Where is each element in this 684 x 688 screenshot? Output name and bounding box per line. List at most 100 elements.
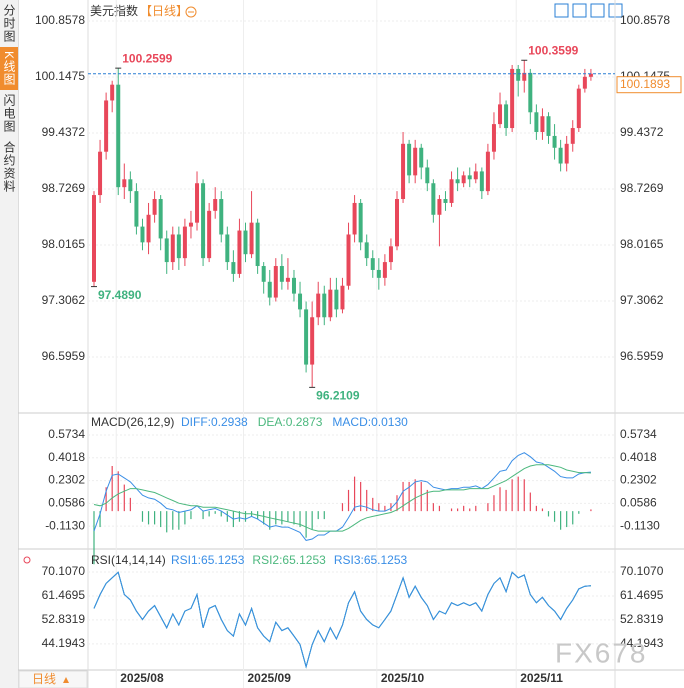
candle-body [522, 72, 527, 81]
candle-body [267, 281, 272, 298]
y-tick-label: 96.5959 [42, 349, 86, 363]
y-tick-label: 61.4695 [620, 588, 664, 602]
legend-value: 65.1253 [282, 553, 326, 567]
y-tick-label: 96.5959 [620, 349, 664, 363]
indicator-title: MACD(26,12,9) [91, 415, 174, 429]
candle-body [558, 147, 563, 164]
candle-body [534, 112, 539, 132]
candle-body [443, 199, 448, 203]
y-tick-label: 0.4018 [48, 450, 85, 464]
candle-body [552, 135, 557, 148]
annotation: 97.4890 [98, 288, 142, 302]
candle-body [322, 293, 327, 318]
y-tick-label: 97.3062 [620, 293, 664, 307]
legend-name: RSI3: [334, 553, 364, 567]
candle-body [370, 258, 375, 270]
annotation: 96.2109 [316, 389, 360, 403]
rsi-line [93, 571, 591, 669]
y-tick-label: 0.2302 [620, 473, 657, 487]
candle-body [279, 266, 284, 282]
candle-body [479, 171, 484, 192]
sidebar-tab[interactable]: 闪电图 [2, 94, 16, 134]
tool-icon[interactable] [572, 3, 587, 18]
candle-body [122, 179, 127, 188]
y-tick-label: -0.1130 [620, 518, 660, 532]
collapse-icon[interactable] [185, 6, 197, 18]
y-tick-label: 0.4018 [620, 450, 657, 464]
x-tick-label: 2025/10 [381, 671, 425, 685]
y-tick-label: -0.1130 [45, 518, 85, 532]
settings-icon[interactable] [23, 556, 31, 564]
annotation: 100.2599 [122, 51, 172, 65]
indicator-title: RSI(14,14,14) [91, 553, 166, 567]
sidebar-tab[interactable]: 分时图 [2, 4, 16, 43]
candle-body [176, 234, 181, 259]
candle-body [298, 293, 303, 310]
candle-body [128, 179, 133, 192]
y-tick-label: 0.5734 [48, 427, 85, 441]
candle-body [334, 289, 339, 310]
candle-body [413, 147, 418, 176]
candle-body [310, 317, 315, 365]
candle-body [195, 183, 200, 223]
candle-body [158, 199, 163, 239]
candle-body [510, 68, 515, 129]
sidebar-tab[interactable]: 合约资料 [2, 141, 16, 194]
candle-body [388, 246, 393, 263]
candle-body [358, 202, 363, 243]
candle-body [419, 147, 424, 168]
legend-name: RSI2: [252, 553, 282, 567]
candle-body [516, 68, 521, 81]
y-tick-label: 44.1943 [620, 636, 664, 650]
candle-body [98, 151, 103, 196]
y-tick-label: 0.0586 [48, 496, 85, 510]
candle-body [182, 226, 187, 259]
y-tick-label: 100.8578 [620, 13, 670, 27]
legend-name: RSI1: [171, 553, 201, 567]
candle-body [201, 183, 206, 259]
candle-body [231, 262, 236, 274]
period-label[interactable]: 【日线】 [140, 4, 188, 18]
candle-body [461, 175, 466, 184]
candle-body [110, 84, 115, 101]
candle-body [407, 143, 412, 176]
candle-body [170, 234, 175, 263]
tool-icon[interactable] [554, 3, 569, 18]
candle-body [304, 309, 309, 365]
candle-body [473, 171, 478, 180]
period-button[interactable] [18, 670, 88, 688]
candle-body [225, 234, 230, 263]
y-tick-label: 61.4695 [42, 588, 86, 602]
legend-value: 65.1253 [364, 553, 408, 567]
candle-body [395, 199, 399, 247]
legend-value: 0.2873 [286, 415, 323, 429]
candle-body [352, 202, 357, 235]
candle-body [504, 104, 509, 129]
candle-body [134, 191, 139, 227]
y-tick-label: 0.0586 [620, 496, 657, 510]
sidebar: 分时图 K线图闪电图合约资料 [0, 0, 19, 688]
candle-body [243, 230, 248, 255]
candle-body [249, 222, 254, 255]
candle-body [425, 167, 430, 184]
candle-body [431, 183, 436, 215]
candle-body [467, 175, 472, 180]
candle-body [328, 289, 333, 318]
candle-body [564, 143, 569, 164]
x-tick-label: 2025/11 [520, 671, 563, 685]
y-tick-label: 98.7269 [620, 181, 664, 195]
candle-body [340, 285, 345, 310]
candle-body [316, 293, 321, 318]
candle-body [491, 124, 496, 152]
y-tick-label: 98.0165 [42, 237, 86, 251]
candle-body [540, 116, 545, 132]
instrument-title: 美元指数 [90, 3, 138, 18]
legend-value: 0.2938 [211, 415, 248, 429]
y-tick-label: 0.2302 [48, 473, 85, 487]
period-button-label[interactable]: 日线 [32, 672, 56, 686]
sidebar-tab[interactable]: K线图 [0, 47, 18, 91]
candle-body [255, 222, 260, 267]
candle-body [498, 104, 503, 125]
tool-icon[interactable] [590, 3, 605, 18]
